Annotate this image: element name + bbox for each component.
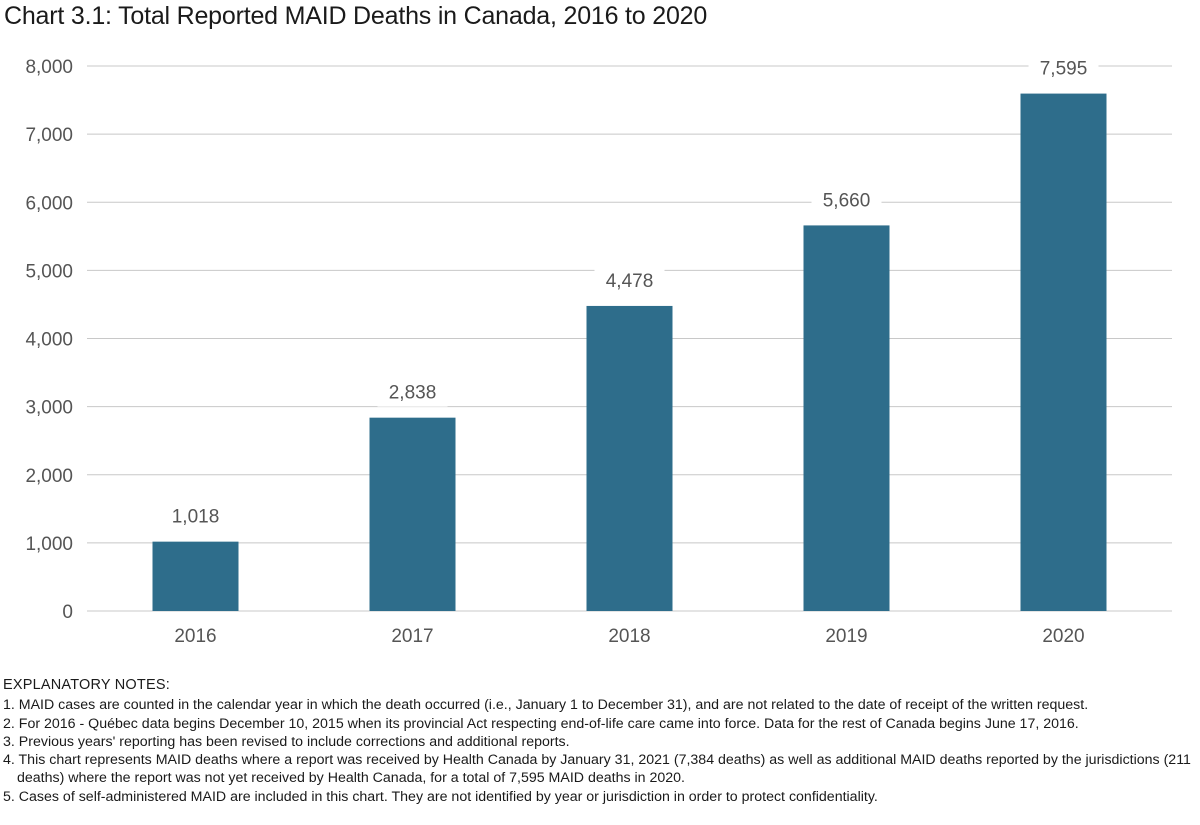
bar <box>152 541 239 611</box>
bar <box>1020 93 1107 611</box>
data-label-background <box>594 268 665 295</box>
y-tick-label: 6,000 <box>25 193 73 214</box>
bar <box>586 305 673 611</box>
note-item: 4. This chart represents MAID deaths whe… <box>3 752 1191 787</box>
explanatory-notes: EXPLANATORY NOTES: 1. MAID cases are cou… <box>3 676 1199 806</box>
note-item: 1. MAID cases are counted in the calenda… <box>3 697 1089 714</box>
note-item: 3. Previous years' reporting has been re… <box>3 733 570 750</box>
note-item: 5. Cases of self-administered MAID are i… <box>3 788 878 805</box>
y-tick-label: 5,000 <box>25 261 73 282</box>
y-tick-label: 8,000 <box>25 57 73 78</box>
chart-title: Chart 3.1: Total Reported MAID Deaths in… <box>4 2 708 30</box>
y-tick-label: 4,000 <box>25 330 73 351</box>
x-tick-label: 2016 <box>174 626 216 647</box>
data-label: 5,660 <box>823 190 871 211</box>
y-tick-label: 0 <box>62 602 73 623</box>
y-tick-label: 2,000 <box>25 466 73 487</box>
y-tick-label: 7,000 <box>25 125 73 146</box>
y-tick-label: 1,000 <box>25 534 73 555</box>
y-tick-label: 3,000 <box>25 398 73 419</box>
data-label: 7,595 <box>1040 59 1088 80</box>
data-label-background <box>1028 56 1099 83</box>
note-item: 2. For 2016 - Québec data begins Decembe… <box>3 715 1079 732</box>
bar-chart: 0 1,000 2,000 3,000 4,000 5,000 6,000 7,000 8,00… <box>25 56 1172 647</box>
data-label: 4,478 <box>606 271 654 292</box>
bar <box>803 225 890 611</box>
data-label-background <box>160 504 231 531</box>
x-tick-label: 2019 <box>825 626 867 647</box>
data-label: 2,838 <box>389 383 437 404</box>
x-tick-label: 2017 <box>391 626 433 647</box>
bar <box>369 417 456 611</box>
x-tick-label: 2018 <box>608 626 650 647</box>
data-label-background <box>377 380 448 407</box>
data-label: 1,018 <box>172 507 220 528</box>
data-label-background <box>811 188 882 215</box>
notes-heading: EXPLANATORY NOTES: <box>3 677 170 693</box>
x-tick-label: 2020 <box>1042 626 1084 647</box>
